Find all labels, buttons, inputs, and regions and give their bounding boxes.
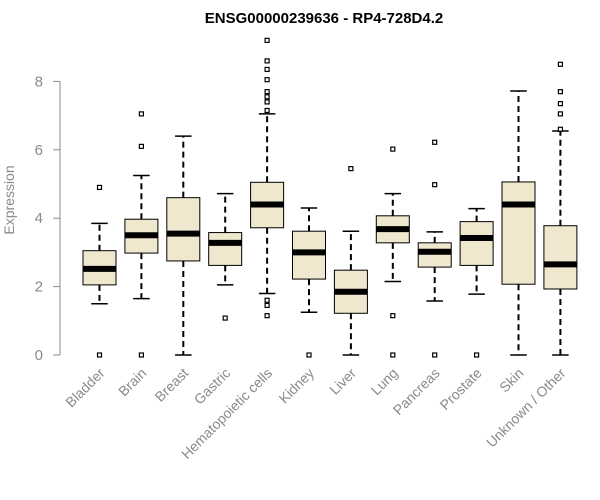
x-tick-label: Bladder xyxy=(62,365,108,411)
outlier-point xyxy=(264,58,270,64)
outlier-point xyxy=(390,146,396,152)
outlier-point xyxy=(264,77,270,83)
box-gastric xyxy=(208,192,243,321)
x-tick-label: Skin xyxy=(496,365,527,396)
chart-title: ENSG00000239636 - RP4-728D4.2 xyxy=(205,10,444,27)
y-tick-label: 2 xyxy=(35,279,43,296)
box-prostate xyxy=(459,207,494,358)
box-iqr xyxy=(501,181,536,285)
outlier-point xyxy=(264,37,270,43)
outlier-point xyxy=(96,184,103,191)
y-axis-label: Expression xyxy=(1,165,17,234)
box-hematopoietic-cells xyxy=(250,37,285,319)
y-tick-label: 0 xyxy=(35,347,43,364)
outlier-point xyxy=(432,182,438,188)
box-unknown-other xyxy=(543,61,578,356)
outlier-point xyxy=(348,166,354,172)
x-tick-label: Pancreas xyxy=(390,365,443,418)
outlier-point xyxy=(474,352,480,358)
y-tick-label: 4 xyxy=(35,210,43,227)
outlier-point xyxy=(264,297,270,303)
outlier-point xyxy=(264,302,270,309)
outlier-point xyxy=(264,94,270,100)
outlier-point xyxy=(138,111,144,117)
x-tick-label: Prostate xyxy=(437,365,485,413)
outlier-point xyxy=(264,66,270,73)
outlier-point xyxy=(390,352,396,358)
outlier-point xyxy=(557,61,564,67)
box-iqr xyxy=(543,225,578,290)
box-skin xyxy=(501,90,536,356)
box-iqr xyxy=(459,221,494,266)
outlier-point xyxy=(432,139,438,145)
x-tick-label: Lung xyxy=(368,365,401,398)
box-bladder xyxy=(82,184,117,358)
box-liver xyxy=(333,166,368,356)
outlier-point xyxy=(264,99,270,105)
outlier-point xyxy=(557,101,564,107)
box-iqr xyxy=(417,242,452,268)
x-tick-label: Unknown / Other xyxy=(483,365,569,451)
x-tick-label: Liver xyxy=(326,365,359,398)
box-series xyxy=(82,37,578,358)
outlier-point xyxy=(390,313,396,319)
box-kidney xyxy=(292,207,326,358)
outlier-point xyxy=(264,89,270,95)
x-tick-label: Breast xyxy=(151,365,191,405)
box-lung xyxy=(375,146,410,358)
box-pancreas xyxy=(417,139,452,358)
outlier-point xyxy=(264,313,270,319)
outlier-point xyxy=(138,143,144,149)
outlier-point xyxy=(264,107,270,114)
box-brain xyxy=(124,111,159,358)
box-breast xyxy=(166,135,201,356)
outlier-point xyxy=(557,89,564,95)
outlier-point xyxy=(557,126,564,132)
y-tick-label: 8 xyxy=(35,73,43,90)
x-tick-label: Brain xyxy=(115,365,149,399)
outlier-point xyxy=(222,315,228,321)
outlier-point xyxy=(557,111,564,117)
outlier-point xyxy=(306,352,312,358)
outlier-point xyxy=(96,352,103,358)
y-tick-label: 6 xyxy=(35,142,43,159)
outlier-point xyxy=(138,352,144,358)
box-iqr xyxy=(208,232,243,266)
outlier-point xyxy=(432,352,438,358)
box-iqr xyxy=(166,197,201,262)
y-axis: 0 2 4 6 8 xyxy=(35,73,61,364)
x-tick-label: Kidney xyxy=(276,365,318,407)
